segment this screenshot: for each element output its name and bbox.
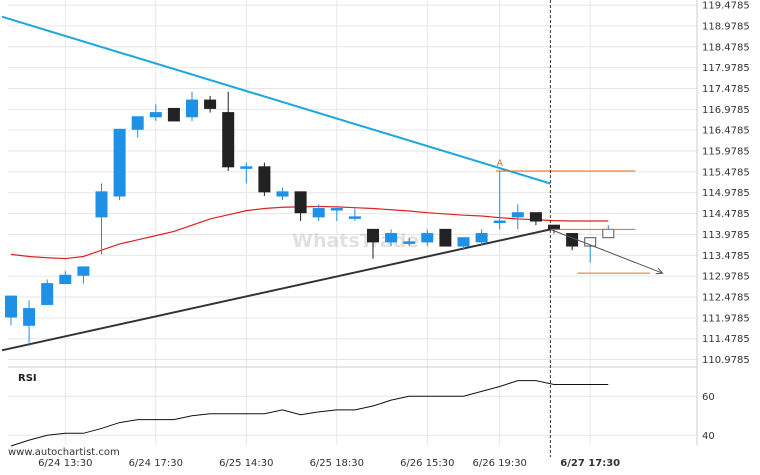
candle-body: [149, 112, 162, 118]
candle-body: [529, 212, 542, 222]
candle-body: [167, 107, 180, 122]
candle-body: [294, 191, 307, 214]
candle-body: [258, 166, 271, 193]
candle-body: [240, 166, 253, 169]
candle-body: [186, 99, 198, 118]
y-tick-label: 111.9785: [702, 313, 750, 324]
upper-trendline: [1, 15, 551, 185]
candle-body: [348, 216, 361, 219]
grid-layer: [8, 0, 697, 445]
candle-body: [77, 266, 90, 276]
rsi-y-tick-label: 40: [702, 431, 715, 442]
trendline-layer: [1, 15, 551, 352]
moving-average-layer: [10, 205, 609, 260]
rsi-title: RSI: [18, 373, 37, 384]
y-tick-label: 116.4785: [702, 126, 750, 137]
candle-body: [421, 233, 434, 243]
y-tick-label: 117.4785: [702, 84, 750, 95]
rsi-layer: [10, 380, 609, 447]
y-tick-label: 110.9785: [702, 355, 750, 366]
panel-borders: [8, 0, 698, 445]
x-tick-label: 6/26 19:30: [472, 458, 526, 469]
candle-body: [602, 228, 615, 239]
y-tick-label: 114.4785: [702, 209, 750, 220]
rsi-y-tick-label: 60: [702, 392, 715, 403]
candle-body: [403, 241, 416, 244]
y-tick-label: 119.4785: [702, 1, 750, 12]
x-tick-label: 6/25 14:30: [219, 458, 273, 469]
y-tick-label: 113.4785: [702, 251, 750, 262]
y-tick-label: 117.9785: [702, 63, 750, 74]
x-tick-label: 6/27 17:30: [560, 458, 620, 469]
x-tick-label: 6/26 15:30: [400, 458, 454, 469]
candle-body: [5, 295, 17, 318]
y-tick-label: 118.9785: [702, 21, 750, 32]
y-tick-label: 115.4785: [702, 167, 750, 178]
candle-body: [475, 233, 488, 243]
x-tick-label: 6/24 13:30: [38, 458, 92, 469]
candle-body: [330, 208, 343, 211]
candle-body: [222, 112, 235, 168]
candle-body: [59, 274, 72, 285]
y-tick-label: 115.9785: [702, 147, 750, 158]
y-tick-label: 112.4785: [702, 292, 750, 303]
projection-arrow-head: [655, 267, 664, 275]
x-tick-label: 6/24 17:30: [129, 458, 183, 469]
moving-average-line: [10, 205, 609, 260]
candle-body: [367, 228, 379, 243]
annotation-layer: A: [496, 0, 664, 457]
y-tick-label: 116.9785: [702, 105, 750, 116]
lower-trendline: [1, 228, 551, 352]
marker-a-label: A: [497, 159, 504, 169]
candle-body: [439, 228, 452, 247]
rsi-line: [10, 380, 609, 447]
y-tick-label: 118.4785: [702, 42, 750, 53]
y-tick-label: 112.9785: [702, 272, 750, 283]
candle-body: [131, 116, 144, 130]
source-text: www.autochartist.com: [8, 447, 120, 458]
candle-body: [511, 212, 524, 218]
candle-body: [113, 128, 126, 197]
candle-body: [276, 191, 289, 197]
candle-body: [493, 220, 506, 224]
candle-body: [584, 237, 597, 247]
projection-arrow-line: [550, 228, 663, 274]
y-tick-label: 113.9785: [702, 230, 750, 241]
candle-body: [41, 283, 54, 305]
candle-body: [312, 208, 325, 218]
y-tick-label: 114.9785: [702, 188, 750, 199]
watermark: WhatsTrade: [292, 230, 419, 252]
x-axis-layer: 6/24 13:30 6/24 17:30 6/25 14:30 6/25 18:30…: [38, 458, 620, 469]
candle-body: [95, 191, 108, 218]
x-tick-label: 6/25 18:30: [310, 458, 364, 469]
candle-layer: [5, 91, 615, 347]
candle-body: [457, 237, 470, 247]
candle-body: [23, 308, 36, 326]
y-axis-layer: 119.4785 118.9785 118.4785 117.9785 117.4785…: [702, 1, 750, 442]
candle-body: [204, 99, 217, 109]
y-tick-label: 111.4785: [702, 334, 750, 345]
candle-body: [385, 233, 398, 243]
